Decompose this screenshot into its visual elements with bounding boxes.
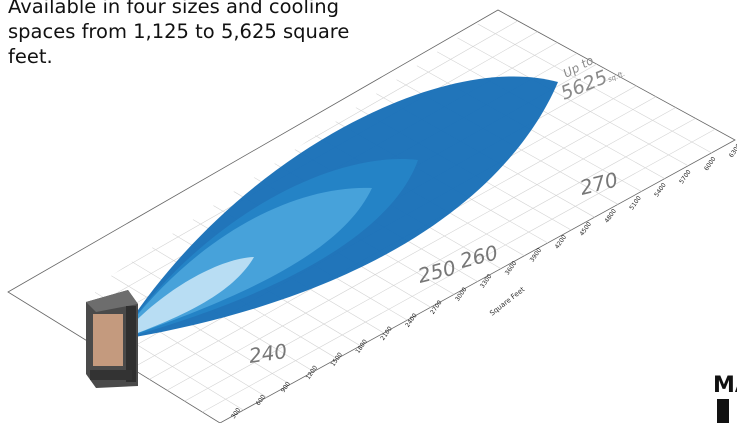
model-label-240: 240 (247, 339, 288, 368)
caption-text: Available in four sizes and cooling spac… (8, 0, 350, 68)
axis-tick-label: 6000 (703, 156, 718, 173)
brand-logo: MA (711, 375, 737, 423)
axis-tick-label: 6300 (728, 142, 737, 159)
cooler-panel (93, 314, 123, 366)
logo-text: MA (713, 375, 737, 398)
axis-tick-label: 5700 (678, 169, 693, 186)
axis-label: Square Feet (488, 285, 526, 317)
cooler-unit (86, 290, 138, 388)
coverage-lobe-240 (118, 257, 254, 340)
